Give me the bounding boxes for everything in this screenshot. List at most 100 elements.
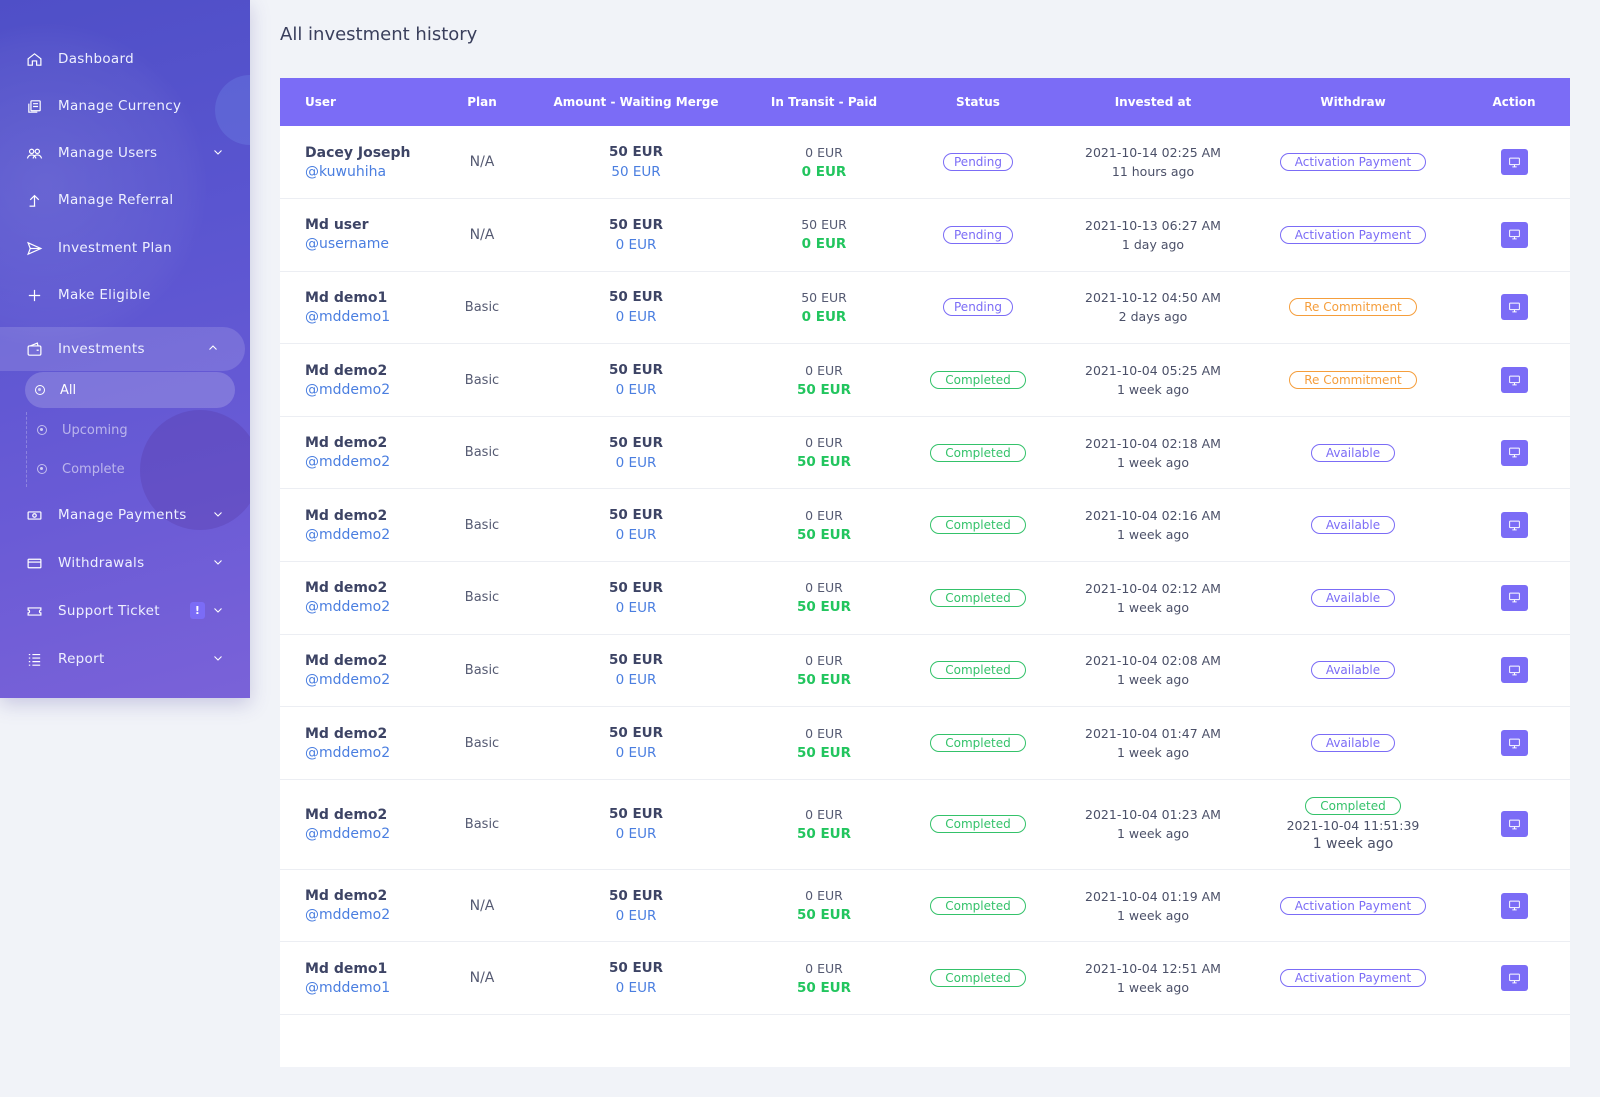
sidebar-item-investment-plan[interactable]: Investment Plan	[0, 226, 250, 270]
sidebar-subitem-all[interactable]: All	[25, 372, 235, 408]
view-button[interactable]	[1500, 730, 1528, 757]
user-handle-link[interactable]: @mddemo1	[305, 979, 391, 996]
chevron-down-icon	[212, 146, 226, 160]
sidebar-item-manage-currency[interactable]: Manage Currency	[0, 84, 250, 128]
in-transit-value: 0 EUR	[805, 580, 843, 596]
bullet-icon	[37, 425, 47, 435]
cell-action	[1458, 199, 1570, 272]
sidebar-item-make-eligible[interactable]: Make Eligible	[0, 273, 250, 317]
column-header-plan[interactable]: Plan	[467, 95, 497, 109]
column-header-withdraw[interactable]: Withdraw	[1320, 95, 1386, 109]
view-button[interactable]	[1500, 892, 1528, 919]
paid-value: 50 EUR	[796, 454, 852, 471]
column-header-action[interactable]: Action	[1492, 95, 1536, 109]
waiting-merge-value: 0 EUR	[615, 672, 657, 689]
user-handle-link[interactable]: @mddemo2	[305, 526, 391, 543]
view-button[interactable]	[1500, 294, 1528, 321]
chevron-down-icon	[212, 508, 226, 522]
view-button[interactable]	[1500, 367, 1528, 394]
invested-date: 2021-10-04 02:12 AM	[1085, 580, 1221, 596]
investment-table: User Plan Amount - Waiting Merge In Tran…	[280, 78, 1570, 1015]
sidebar-item-manage-users[interactable]: Manage Users	[0, 131, 250, 175]
view-button[interactable]	[1500, 512, 1528, 539]
sidebar-item-investments[interactable]: Investments	[0, 327, 245, 371]
table-row: Md user @username N/A 50 EUR 0 EUR 50 EUR 0 EU…	[280, 199, 1570, 272]
plan-value: Basic	[464, 735, 500, 751]
invested-ago: 1 day ago	[1121, 236, 1185, 252]
column-header-user[interactable]: User	[305, 95, 336, 109]
user-handle-link[interactable]: @mddemo2	[305, 744, 391, 761]
view-button[interactable]	[1500, 584, 1528, 611]
status-badge: Completed	[930, 734, 1026, 753]
cell-user: Md demo2 @mddemo2	[280, 562, 442, 635]
cell-transit: 0 EUR 50 EUR	[750, 489, 898, 562]
column-header-transit[interactable]: In Transit - Paid	[770, 95, 878, 109]
user-handle-link[interactable]: @mddemo1	[305, 308, 391, 325]
in-transit-value: 50 EUR	[801, 217, 847, 233]
table-row: Md demo2 @mddemo2 Basic 50 EUR 0 EUR 0 EUR 50 …	[280, 416, 1570, 489]
cell-withdraw: Re Commitment	[1248, 271, 1458, 344]
sidebar-item-report[interactable]: Report	[0, 637, 250, 681]
sidebar-item-withdrawals[interactable]: Withdrawals	[0, 541, 250, 585]
sidebar-item-support-ticket[interactable]: Support Ticket !	[0, 589, 250, 633]
view-button[interactable]	[1500, 439, 1528, 466]
cell-plan: Basic	[442, 562, 522, 635]
plan-value: Basic	[464, 816, 500, 832]
cell-invested-at: 2021-10-04 01:19 AM 1 week ago	[1058, 869, 1248, 942]
cell-transit: 50 EUR 0 EUR	[750, 199, 898, 272]
withdraw-badge: Activation Payment	[1279, 153, 1427, 172]
view-button[interactable]	[1500, 149, 1528, 176]
cell-status: Completed	[898, 344, 1058, 417]
cell-status: Completed	[898, 562, 1058, 635]
user-name: Md demo2	[305, 652, 388, 669]
invested-date: 2021-10-04 02:18 AM	[1085, 435, 1221, 451]
cell-plan: Basic	[442, 271, 522, 344]
sidebar-item-manage-referral[interactable]: Manage Referral	[0, 178, 250, 222]
cell-action	[1458, 707, 1570, 780]
sidebar-item-label: Withdrawals	[58, 555, 145, 571]
cell-transit: 0 EUR 50 EUR	[750, 416, 898, 489]
user-handle-link[interactable]: @mddemo2	[305, 671, 391, 688]
table-row: Md demo1 @mddemo1 Basic 50 EUR 0 EUR 50 EUR 0 …	[280, 271, 1570, 344]
user-handle-link[interactable]: @mddemo2	[305, 907, 391, 924]
paid-value: 50 EUR	[796, 599, 852, 616]
cell-amount: 50 EUR 0 EUR	[522, 562, 750, 635]
cell-plan: Basic	[442, 634, 522, 707]
cell-status: Completed	[898, 634, 1058, 707]
cell-invested-at: 2021-10-12 04:50 AM 2 days ago	[1058, 271, 1248, 344]
amount-value: 50 EUR	[608, 434, 664, 451]
invested-date: 2021-10-04 02:16 AM	[1085, 508, 1221, 524]
sidebar-item-dashboard[interactable]: Dashboard	[0, 37, 250, 81]
view-button[interactable]	[1500, 811, 1528, 838]
cell-status: Pending	[898, 126, 1058, 199]
user-handle-link[interactable]: @mddemo2	[305, 454, 391, 471]
view-button[interactable]	[1500, 965, 1528, 992]
sidebar-item-manage-payments[interactable]: Manage Payments	[0, 493, 250, 537]
user-handle-link[interactable]: @mddemo2	[305, 599, 391, 616]
table-row: Md demo2 @mddemo2 N/A 50 EUR 0 EUR 0 EUR 50 EU…	[280, 869, 1570, 942]
sidebar-subitem-upcoming[interactable]: Upcoming	[26, 412, 236, 448]
sidebar-subitem-complete[interactable]: Complete	[26, 451, 236, 487]
user-handle-link[interactable]: @kuwuhiha	[305, 163, 387, 180]
cell-action	[1458, 416, 1570, 489]
view-button[interactable]	[1500, 657, 1528, 684]
status-badge: Completed	[930, 588, 1026, 607]
status-badge: Pending	[943, 153, 1013, 172]
column-header-amount[interactable]: Amount - Waiting Merge	[553, 95, 719, 109]
withdraw-badge: Available	[1310, 443, 1396, 462]
bullet-icon	[35, 385, 45, 395]
amount-value: 50 EUR	[608, 960, 664, 977]
view-button[interactable]	[1500, 221, 1528, 248]
invested-ago: 1 week ago	[1117, 980, 1189, 996]
column-header-status[interactable]: Status	[956, 95, 1000, 109]
user-handle-link[interactable]: @username	[305, 236, 389, 253]
monitor-icon	[1508, 973, 1520, 984]
paid-value: 50 EUR	[796, 381, 852, 398]
column-header-invested-at[interactable]: Invested at	[1114, 95, 1192, 109]
user-handle-link[interactable]: @mddemo2	[305, 825, 391, 842]
in-transit-value: 0 EUR	[805, 507, 843, 523]
monitor-icon	[1508, 593, 1520, 603]
user-handle-link[interactable]: @mddemo2	[305, 381, 391, 398]
invested-date: 2021-10-04 05:25 AM	[1085, 363, 1221, 379]
waiting-merge-value: 0 EUR	[615, 382, 657, 399]
